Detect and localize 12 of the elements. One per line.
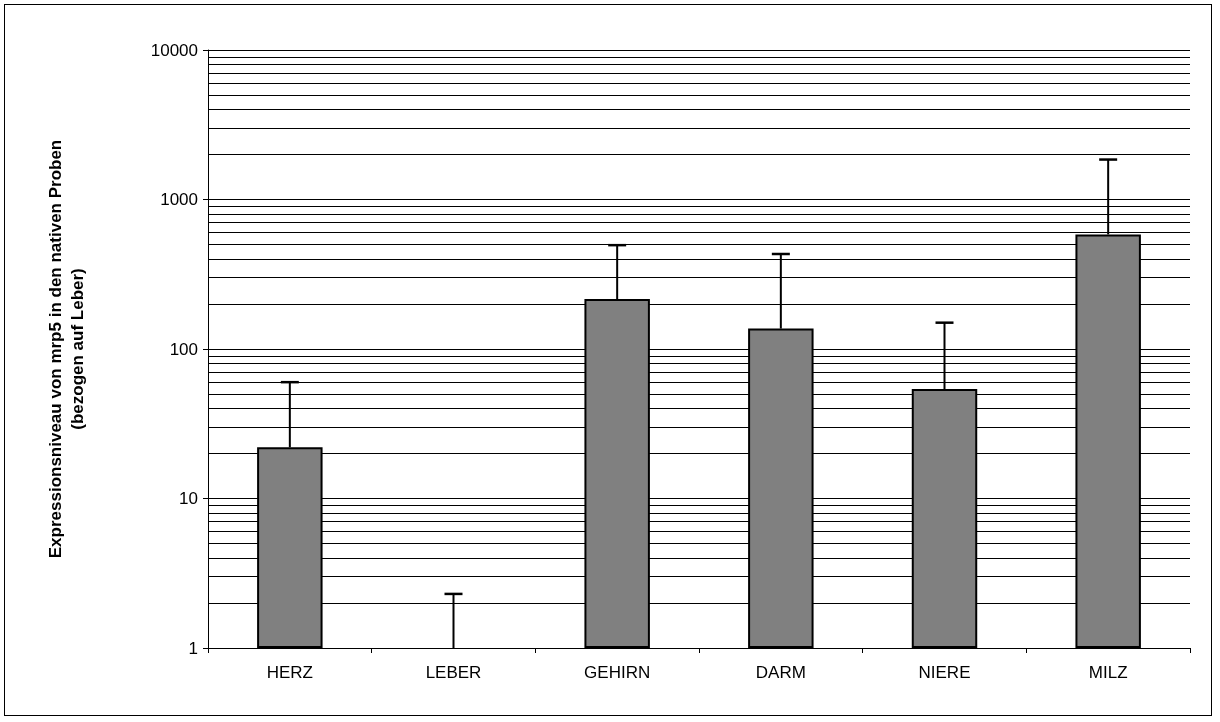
y-axis-title: Expressionsniveau von mrp5 in den nativen Proben (bezogen auf Leber) <box>45 139 87 559</box>
y-tick-label: 10000 <box>150 40 198 60</box>
x-tick-label: LEBER <box>425 663 482 682</box>
y-tick-label: 100 <box>169 339 198 359</box>
y-tick-label: 1000 <box>160 190 198 209</box>
y-tick-label: 10 <box>179 489 198 508</box>
x-tick-label: HERZ <box>266 663 313 682</box>
x-tick-label: DARM <box>755 663 806 682</box>
x-tick-label: MILZ <box>1088 663 1128 682</box>
x-tick-label: GEHIRN <box>584 663 651 682</box>
y-tick-label: 1 <box>188 638 198 658</box>
x-tick-label: NIERE <box>918 663 971 682</box>
